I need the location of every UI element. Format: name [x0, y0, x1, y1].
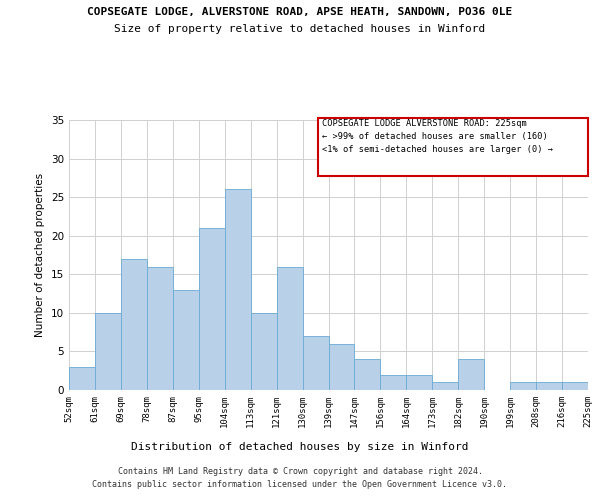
- Bar: [433, 382, 458, 390]
- Bar: [173, 290, 199, 390]
- Text: Contains HM Land Registry data © Crown copyright and database right 2024.: Contains HM Land Registry data © Crown c…: [118, 468, 482, 476]
- Bar: [251, 313, 277, 390]
- Bar: [406, 374, 432, 390]
- Bar: [536, 382, 562, 390]
- Bar: [380, 374, 406, 390]
- Bar: [95, 313, 121, 390]
- Bar: [147, 266, 173, 390]
- Bar: [302, 336, 329, 390]
- Text: COPSEGATE LODGE, ALVERSTONE ROAD, APSE HEATH, SANDOWN, PO36 0LE: COPSEGATE LODGE, ALVERSTONE ROAD, APSE H…: [88, 8, 512, 18]
- Bar: [355, 359, 380, 390]
- Bar: [69, 367, 95, 390]
- Bar: [318, 118, 588, 176]
- Bar: [510, 382, 536, 390]
- Bar: [329, 344, 355, 390]
- Text: Contains public sector information licensed under the Open Government Licence v3: Contains public sector information licen…: [92, 480, 508, 489]
- Text: COPSEGATE LODGE ALVERSTONE ROAD: 225sqm
← >99% of detached houses are smaller (1: COPSEGATE LODGE ALVERSTONE ROAD: 225sqm …: [322, 119, 553, 154]
- Bar: [225, 190, 251, 390]
- Text: Size of property relative to detached houses in Winford: Size of property relative to detached ho…: [115, 24, 485, 34]
- Y-axis label: Number of detached properties: Number of detached properties: [35, 173, 46, 337]
- Bar: [458, 359, 484, 390]
- Bar: [121, 259, 147, 390]
- Text: Distribution of detached houses by size in Winford: Distribution of detached houses by size …: [131, 442, 469, 452]
- Bar: [562, 382, 588, 390]
- Bar: [277, 266, 302, 390]
- Bar: [199, 228, 224, 390]
